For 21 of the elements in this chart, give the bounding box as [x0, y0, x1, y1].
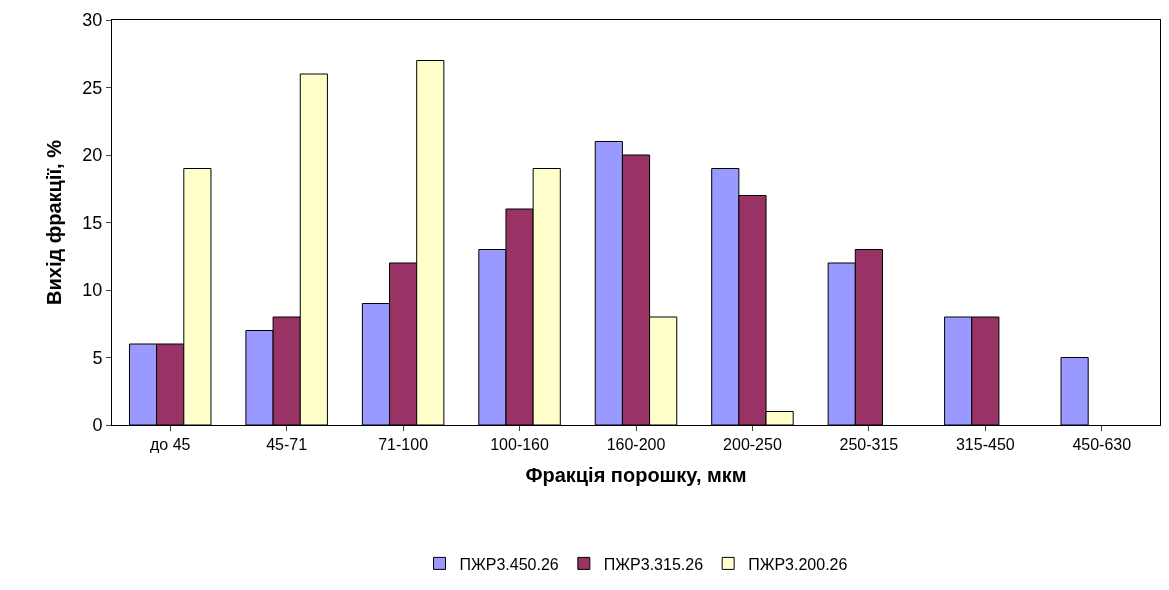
x-tick-label: 315-450: [955, 436, 1015, 454]
y-tick-label: 20: [82, 145, 103, 166]
y-tick-label: 5: [92, 347, 103, 368]
y-tick-label: 25: [82, 77, 103, 98]
legend-label: ПЖР3.200.26: [748, 555, 848, 573]
x-tick-label: 200-250: [723, 436, 782, 454]
x-axis-title: Фракція порошку, мкм: [525, 463, 747, 486]
legend-label: ПЖР3.315.26: [603, 555, 704, 573]
x-tick-label: 450-630: [1072, 436, 1132, 454]
y-tick-label: 10: [82, 280, 103, 301]
legend-label: ПЖР3.450.26: [459, 555, 559, 573]
x-tick-label: 100-160: [490, 436, 550, 454]
y-axis-title: Вихід фракції, %: [42, 139, 65, 305]
x-tick-label: 71-100: [378, 436, 429, 454]
y-tick-label: 0: [92, 415, 103, 436]
y-tick-label: 15: [82, 212, 103, 233]
y-tick-label: 30: [82, 10, 103, 31]
x-tick-label: 250-315: [839, 436, 899, 454]
x-tick-label: 160-200: [606, 436, 666, 454]
x-tick-label: 45-71: [266, 436, 308, 454]
x-tick-label: до 45: [149, 436, 191, 454]
